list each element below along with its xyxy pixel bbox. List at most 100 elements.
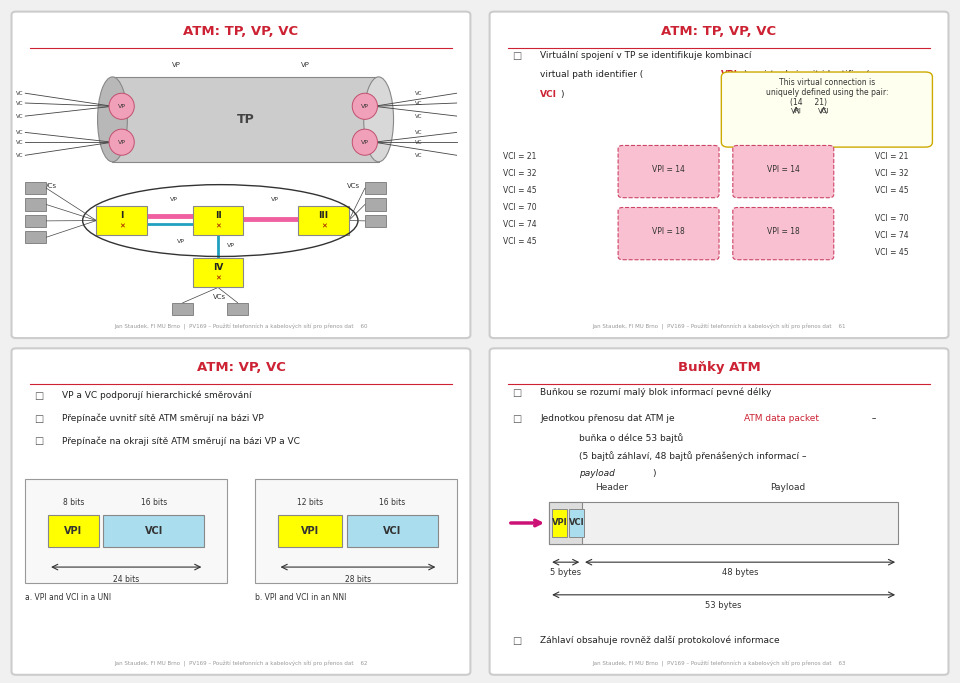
Text: 8 bits: 8 bits [62,498,84,507]
Text: (14     21): (14 21) [790,98,827,107]
Text: VCI: VCI [818,108,829,114]
Bar [96,206,147,235]
FancyBboxPatch shape [490,12,948,338]
Text: TP: TP [237,113,254,126]
Text: ): ) [561,90,564,99]
Bar [193,206,243,235]
Text: VPI = 18: VPI = 18 [767,227,800,236]
Text: VPI: VPI [300,526,319,536]
Text: □: □ [35,414,44,423]
Text: VPI = 14: VPI = 14 [652,165,685,173]
Text: VPI = 18: VPI = 18 [652,227,684,236]
Text: □: □ [513,414,522,423]
Text: VCI: VCI [568,518,585,527]
Text: VPI: VPI [721,70,738,79]
Text: ✕: ✕ [321,223,326,229]
Text: VCI = 32: VCI = 32 [503,169,537,178]
Text: VC: VC [16,140,24,145]
Text: (5 bajtů záhlaví, 48 bajtů přenášených informací –: (5 bajtů záhlaví, 48 bajtů přenášených i… [579,451,806,461]
Text: VCI = 45: VCI = 45 [876,186,909,195]
Text: Payload: Payload [770,484,805,492]
Text: VPI: VPI [64,526,83,536]
Text: 12 bits: 12 bits [297,498,323,507]
Text: ✕: ✕ [215,223,221,229]
Text: Jan Staudek, FI MU Brno  |  PV169 – Použití telefonních a kabelových sítí pro př: Jan Staudek, FI MU Brno | PV169 – Použit… [592,660,846,667]
Text: 28 bits: 28 bits [345,575,371,584]
Text: 16 bits: 16 bits [141,498,167,507]
Bar [25,479,228,583]
Text: □: □ [35,391,44,401]
Text: VCI = 21: VCI = 21 [876,152,908,161]
Text: ATM data packet: ATM data packet [744,414,819,423]
Text: ) a virtual circuit identifier (: ) a virtual circuit identifier ( [744,70,870,79]
Text: ): ) [653,469,656,478]
Text: VP: VP [118,140,126,145]
FancyBboxPatch shape [732,145,833,197]
Text: VCI: VCI [145,526,163,536]
Text: Přepínače uvnitř sítě ATM směrují na bázi VP: Přepínače uvnitř sítě ATM směrují na báz… [62,414,264,423]
Text: VP: VP [228,242,235,248]
Bar [569,509,585,537]
Text: VCs: VCs [43,183,57,189]
Text: VCI = 74: VCI = 74 [876,231,909,240]
Bar [365,198,386,211]
Text: 5 bytes: 5 bytes [550,568,581,577]
Bar [299,206,348,235]
Text: VPI: VPI [552,518,567,527]
Text: III: III [319,211,328,220]
Text: VP: VP [172,62,181,68]
Bar [112,77,378,162]
Text: VP: VP [300,62,310,68]
Text: Jan Staudek, FI MU Brno  |  PV169 – Použití telefonních a kabelových sítí pro př: Jan Staudek, FI MU Brno | PV169 – Použit… [114,324,368,330]
Text: □: □ [513,51,522,61]
Bar [25,198,46,211]
Bar [25,231,46,243]
Text: VC: VC [16,100,24,106]
FancyBboxPatch shape [490,348,948,675]
Text: Záhlaví obsahuje rovněž další protokolové informace: Záhlaví obsahuje rovněž další protokolov… [540,636,780,645]
Text: VC: VC [416,130,422,135]
Text: VCI = 45: VCI = 45 [503,186,537,195]
Bar [365,214,386,227]
Text: VCI = 21: VCI = 21 [503,152,537,161]
Text: VC: VC [16,113,24,119]
Text: VP: VP [271,197,278,202]
Bar [193,258,243,288]
Text: ATM: TP, VP, VC: ATM: TP, VP, VC [661,25,777,38]
Text: –: – [869,414,876,423]
Text: VP a VC podporují hierarchické směrování: VP a VC podporují hierarchické směrování [62,391,252,400]
Ellipse shape [352,94,377,120]
Text: IV: IV [213,264,224,273]
Text: Přepínače na okraji sítě ATM směrují na bázi VP a VC: Přepínače na okraji sítě ATM směrují na … [62,436,300,446]
Text: VC: VC [416,113,422,119]
Text: VC: VC [16,153,24,158]
FancyBboxPatch shape [732,208,833,260]
Text: ATM: TP, VP, VC: ATM: TP, VP, VC [183,25,299,38]
Text: a. VPI and VCI in a UNI: a. VPI and VCI in a UNI [25,593,111,602]
Text: VCI = 45: VCI = 45 [876,248,909,257]
Text: VC: VC [416,91,422,96]
Text: Header: Header [594,484,628,492]
Text: 48 bytes: 48 bytes [722,568,758,577]
Bar [277,515,342,548]
Text: VC: VC [16,91,24,96]
Text: Jednotkou přenosu dat ATM je: Jednotkou přenosu dat ATM je [540,414,678,423]
Text: Jan Staudek, FI MU Brno  |  PV169 – Použití telefonních a kabelových sítí pro př: Jan Staudek, FI MU Brno | PV169 – Použit… [114,660,368,667]
Bar [365,182,386,195]
FancyBboxPatch shape [721,72,932,147]
Bar [25,214,46,227]
Text: VCs: VCs [213,294,227,300]
Text: VCI = 45: VCI = 45 [503,237,537,246]
Text: VCI: VCI [383,526,401,536]
Text: This virtual connection is: This virtual connection is [779,78,875,87]
Text: ATM: VP, VC: ATM: VP, VC [197,361,285,374]
Text: VC: VC [416,100,422,106]
Text: virtual path identifier (: virtual path identifier ( [540,70,643,79]
Text: VPI: VPI [791,108,802,114]
Text: VPI = 14: VPI = 14 [767,165,800,173]
Bar [347,515,439,548]
Bar [172,303,193,316]
Text: Virtuální spojení v TP se identifikuje kombinací: Virtuální spojení v TP se identifikuje k… [540,51,752,60]
Text: ✕: ✕ [119,223,125,229]
Text: VCI = 70: VCI = 70 [876,214,909,223]
